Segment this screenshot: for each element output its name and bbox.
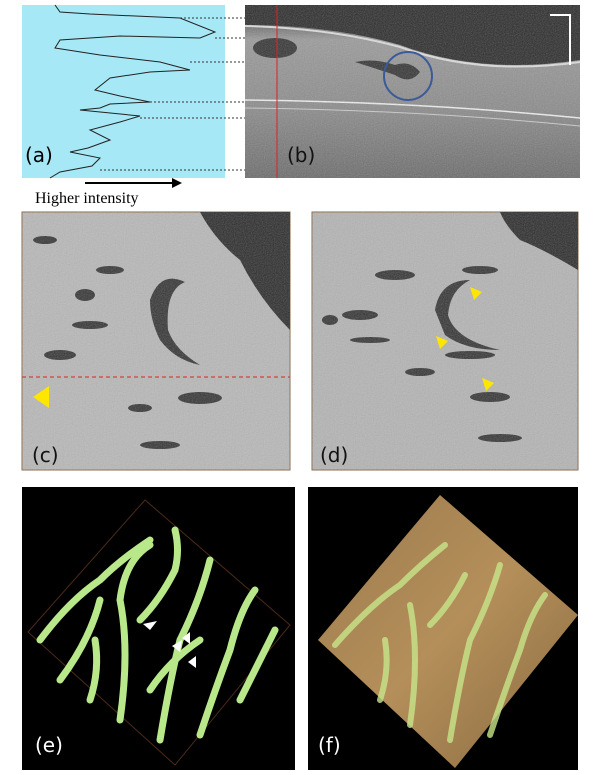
panel-label: (f) — [318, 733, 341, 757]
panel-label: (d) — [320, 443, 348, 467]
panel-label: (b) — [287, 143, 315, 167]
arrow-head — [172, 178, 182, 188]
panel-f: (f) — [308, 487, 578, 770]
axis-label: Higher intensity — [35, 190, 139, 207]
panel-e: (e) — [22, 487, 295, 770]
panel-b: (b) — [245, 5, 580, 178]
panel-d: (d) — [312, 212, 578, 470]
panel-label: (a) — [25, 143, 53, 167]
panel-label: (e) — [35, 733, 63, 757]
panel-label: (c) — [32, 443, 59, 467]
3d-render — [22, 487, 295, 770]
panel-c: (c) — [22, 212, 290, 470]
figure: (a) (b) Higher intensity — [0, 0, 595, 775]
panel-a: (a) — [22, 5, 225, 178]
